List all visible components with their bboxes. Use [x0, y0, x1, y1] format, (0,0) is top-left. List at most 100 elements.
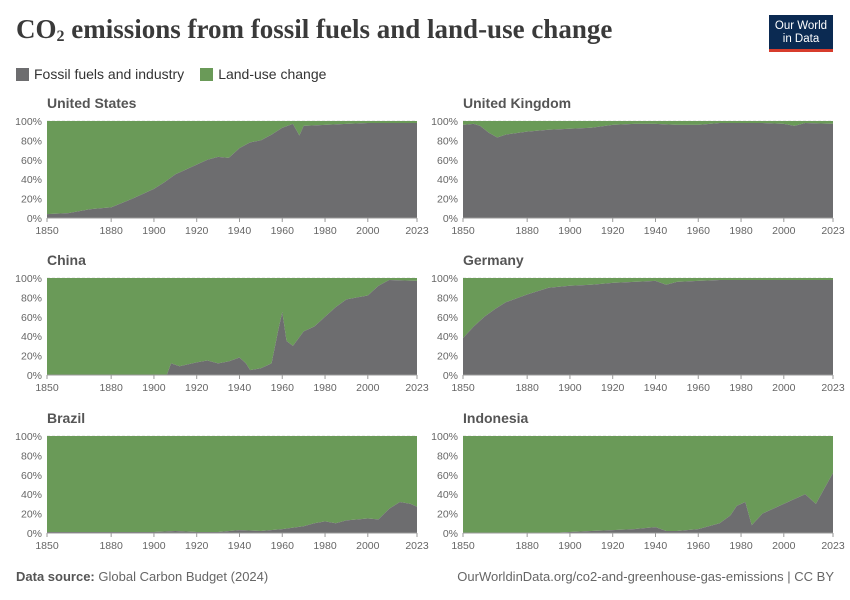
- y-tick-label: 100%: [431, 431, 458, 443]
- y-tick-label: 80%: [21, 450, 42, 462]
- x-tick-label: 1940: [644, 540, 668, 552]
- x-tick-label: 2023: [821, 225, 845, 237]
- y-tick-label: 40%: [21, 489, 42, 501]
- owid-logo[interactable]: Our World in Data: [769, 15, 833, 52]
- x-tick-label: 1980: [729, 225, 753, 237]
- series-area-fossil-fuels: [47, 122, 417, 218]
- series-area-land-use-change: [47, 436, 417, 533]
- series-area-land-use-change: [47, 278, 417, 375]
- data-source-text: Global Carbon Budget (2024): [98, 569, 269, 584]
- x-tick-label: 1960: [271, 540, 295, 552]
- y-tick-label: 20%: [437, 509, 458, 521]
- x-tick-label: 1960: [271, 225, 295, 237]
- y-tick-label: 0%: [27, 213, 42, 225]
- x-tick-label: 1880: [515, 225, 539, 237]
- panel-brazil: Brazil 0% 20% 40% 60% 80% 100% 1850 1880 1900 1920…: [15, 410, 429, 552]
- x-tick-label: 1880: [515, 540, 539, 552]
- y-tick-label: 40%: [21, 174, 42, 186]
- x-tick-label: 1920: [601, 225, 625, 237]
- y-tick-label: 80%: [437, 292, 458, 304]
- x-tick-label: 1980: [729, 540, 753, 552]
- x-tick-label: 1920: [185, 225, 209, 237]
- panel-title: China: [47, 252, 86, 268]
- legend-item-land-use[interactable]: Land-use change: [200, 66, 326, 82]
- x-tick-label: 1850: [451, 540, 475, 552]
- x-tick-label: 2000: [356, 540, 380, 552]
- y-tick-label: 60%: [21, 312, 42, 324]
- x-tick-label: 2023: [405, 540, 429, 552]
- x-tick-label: 1850: [35, 382, 59, 394]
- x-tick-label: 1980: [313, 225, 337, 237]
- series-area-land-use-change: [463, 278, 833, 339]
- y-tick-label: 40%: [21, 331, 42, 343]
- x-tick-label: 1980: [729, 382, 753, 394]
- y-tick-label: 0%: [27, 370, 42, 382]
- y-tick-label: 40%: [437, 489, 458, 501]
- x-tick-label: 1900: [558, 540, 582, 552]
- x-tick-label: 2023: [821, 540, 845, 552]
- x-tick-label: 1920: [601, 540, 625, 552]
- x-tick-label: 1960: [687, 382, 711, 394]
- x-tick-label: 1900: [142, 225, 166, 237]
- source-url[interactable]: OurWorldinData.org/co2-and-greenhouse-ga…: [457, 569, 834, 584]
- x-tick-label: 1880: [99, 540, 123, 552]
- panel-indonesia: Indonesia 0% 20% 40% 60% 80% 100% 1850 1880 1900 1…: [431, 410, 845, 552]
- x-tick-label: 1900: [142, 382, 166, 394]
- y-tick-label: 60%: [21, 470, 42, 482]
- y-tick-label: 20%: [21, 351, 42, 363]
- x-tick-label: 1900: [558, 382, 582, 394]
- panel-germany: Germany 0% 20% 40% 60% 80% 100% 1850 1880 1900 192…: [431, 252, 845, 394]
- x-tick-label: 1960: [687, 225, 711, 237]
- y-tick-label: 0%: [443, 370, 458, 382]
- y-tick-label: 40%: [437, 331, 458, 343]
- x-tick-label: 1960: [687, 540, 711, 552]
- data-source: Data source: Global Carbon Budget (2024): [16, 569, 269, 584]
- y-tick-label: 20%: [21, 509, 42, 521]
- x-tick-label: 1880: [99, 225, 123, 237]
- x-tick-label: 2000: [772, 382, 796, 394]
- x-tick-label: 1900: [142, 540, 166, 552]
- x-tick-label: 1850: [35, 540, 59, 552]
- series-area-land-use-change: [463, 436, 833, 533]
- x-tick-label: 2023: [405, 225, 429, 237]
- y-tick-label: 100%: [431, 273, 458, 285]
- panel-title: Brazil: [47, 410, 85, 426]
- series-area-fossil-fuels: [463, 279, 833, 375]
- y-tick-label: 20%: [437, 194, 458, 206]
- x-tick-label: 1980: [313, 382, 337, 394]
- y-tick-label: 60%: [21, 155, 42, 167]
- y-tick-label: 60%: [437, 312, 458, 324]
- legend-swatch-fossil: [16, 67, 29, 81]
- series-area-fossil-fuels: [47, 279, 417, 375]
- x-tick-label: 1880: [99, 382, 123, 394]
- x-tick-label: 1850: [35, 225, 59, 237]
- series-area-land-use-change: [47, 121, 417, 215]
- x-tick-label: 2000: [772, 225, 796, 237]
- y-tick-label: 100%: [15, 273, 42, 285]
- panel-title: Germany: [463, 252, 524, 268]
- y-tick-label: 20%: [21, 194, 42, 206]
- series-area-land-use-change: [463, 121, 833, 138]
- legend-item-fossil[interactable]: Fossil fuels and industry: [16, 66, 184, 82]
- x-tick-label: 1980: [313, 540, 337, 552]
- y-tick-label: 0%: [443, 213, 458, 225]
- y-tick-label: 0%: [443, 528, 458, 540]
- series-area-fossil-fuels: [463, 472, 833, 533]
- x-tick-label: 1900: [558, 225, 582, 237]
- x-tick-label: 1850: [451, 225, 475, 237]
- y-tick-label: 80%: [437, 135, 458, 147]
- x-tick-label: 1940: [228, 225, 252, 237]
- y-tick-label: 100%: [431, 116, 458, 128]
- legend-label-land-use: Land-use change: [218, 66, 327, 82]
- panel-title: United Kingdom: [463, 95, 571, 111]
- panel-united-states: United States 0% 20% 40% 60% 80% 100% 1850 1880 1…: [15, 95, 429, 237]
- x-tick-label: 2023: [821, 382, 845, 394]
- y-tick-label: 80%: [437, 450, 458, 462]
- x-tick-label: 1940: [228, 382, 252, 394]
- x-tick-label: 1940: [644, 225, 668, 237]
- y-tick-label: 0%: [27, 528, 42, 540]
- x-tick-label: 1920: [185, 540, 209, 552]
- chart-title: CO2 emissions from fossil fuels and land…: [16, 14, 613, 45]
- y-tick-label: 100%: [15, 431, 42, 443]
